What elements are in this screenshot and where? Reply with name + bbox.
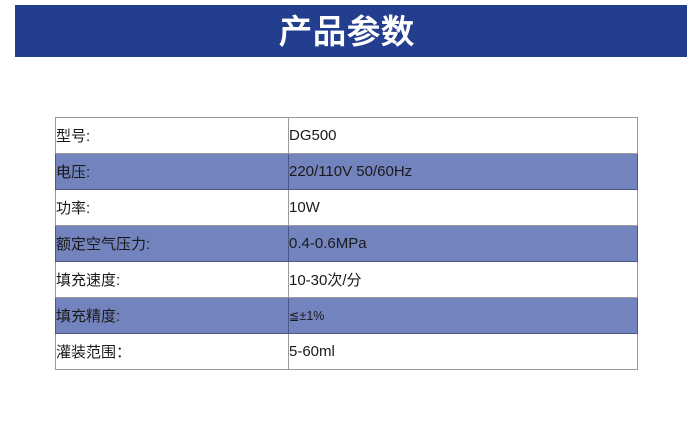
spec-label-cell: 功率: — [55, 189, 289, 226]
spec-value-cell: 5-60ml — [288, 333, 638, 370]
spec-label-cell: 电压: — [55, 153, 289, 190]
table-row: 额定空气压力: 0.4-0.6MPa — [55, 225, 638, 262]
table-row: 灌装范围： 5-60ml — [55, 333, 638, 370]
product-spec-table-body: 型号: DG500 电压: 220/110V 50/60Hz 功率: 10W 额定空气压力:… — [55, 117, 638, 370]
table-row: 填充精度: ≦±1% — [55, 297, 638, 334]
spec-value-cell: DG500 — [288, 117, 638, 154]
page-title: 产品参数 — [279, 12, 415, 50]
table-row: 电压: 220/110V 50/60Hz — [55, 153, 638, 190]
spec-label-cell: 额定空气压力: — [55, 225, 289, 262]
table-row: 填充速度: 10-30次/分 — [55, 261, 638, 298]
spec-value-cell: 0.4-0.6MPa — [288, 225, 638, 262]
table-row: 功率: 10W — [55, 189, 638, 226]
product-spec-table: 型号: DG500 电压: 220/110V 50/60Hz 功率: 10W 额定空气压力:… — [55, 117, 638, 370]
spec-label-cell: 填充精度: — [55, 297, 289, 334]
product-spec-table-container: 型号: DG500 电压: 220/110V 50/60Hz 功率: 10W 额定空气压力:… — [55, 117, 638, 370]
spec-label-cell: 灌装范围： — [55, 333, 289, 370]
page-header-banner: 产品参数 — [15, 5, 687, 57]
spec-value-cell: 220/110V 50/60Hz — [288, 153, 638, 190]
spec-label-cell: 填充速度: — [55, 261, 289, 298]
spec-label-cell: 型号: — [55, 117, 289, 154]
spec-value-cell: 10W — [288, 189, 638, 226]
spec-value-cell: ≦±1% — [288, 297, 638, 334]
spec-value-cell: 10-30次/分 — [288, 261, 638, 298]
table-row: 型号: DG500 — [55, 117, 638, 154]
